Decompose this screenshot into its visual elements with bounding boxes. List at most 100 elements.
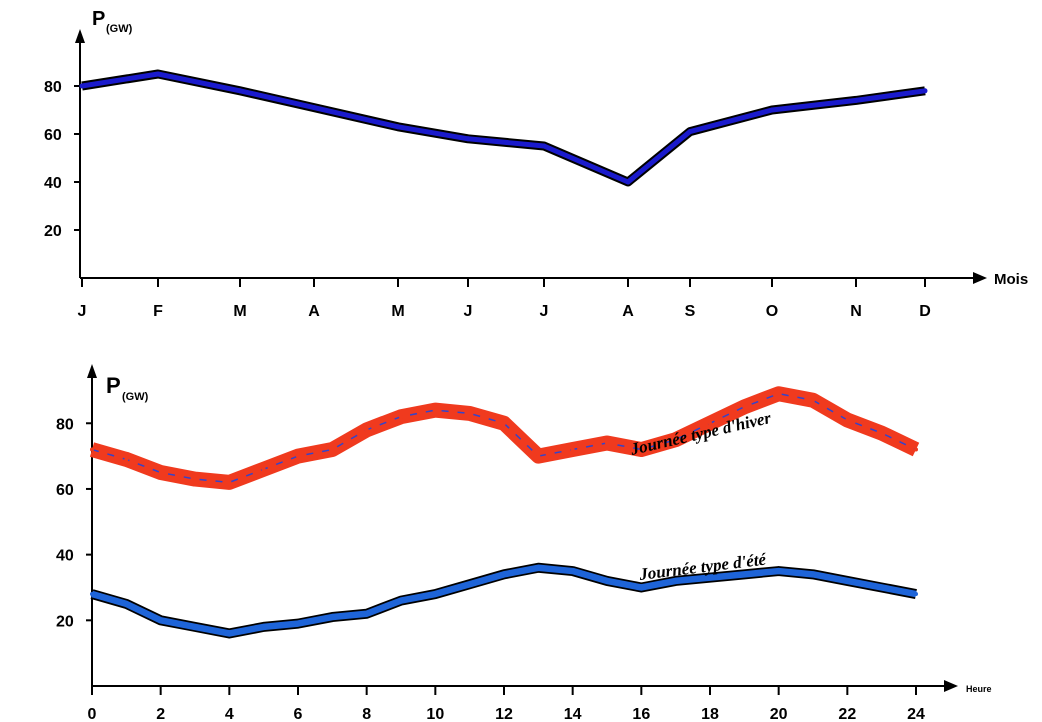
chart2-x-tick-label: 6 <box>294 706 303 722</box>
winter-data-point <box>605 440 609 445</box>
summer-data-point <box>90 592 94 597</box>
summer-data-point <box>227 631 232 636</box>
summer-data-point <box>399 598 403 603</box>
chart1-y-tick-label: 60 <box>44 127 62 144</box>
chart2-x-tick-label: 4 <box>225 706 234 722</box>
chart1-data-point <box>311 105 317 111</box>
summer-data-point <box>605 578 609 583</box>
summer-data-point <box>708 575 712 580</box>
chart1-y-arrow <box>75 29 85 43</box>
chart2-x-tick-label: 16 <box>632 706 650 722</box>
summer-data-point <box>845 578 850 583</box>
chart2-y-tick-label: 80 <box>56 416 74 433</box>
chart2-x-tick-label: 18 <box>701 706 719 722</box>
winter-data-point <box>399 414 403 419</box>
winter-data-point <box>776 391 781 396</box>
chart1-data-point <box>769 107 775 113</box>
summer-data-point <box>433 592 438 597</box>
summer-data-point <box>330 615 335 620</box>
winter-series-centerline <box>91 392 917 484</box>
monthly-power-chart: 20 40 60 80 J F M A M J J A S O N D P (GW) Mois <box>44 8 1028 320</box>
chart2-x-tick-label: 24 <box>907 706 925 722</box>
chart1-data-point <box>687 129 693 135</box>
chart1-x-tick-label: M <box>391 303 404 320</box>
chart2-y-tick-label: 20 <box>56 613 74 630</box>
winter-data-point <box>811 398 815 403</box>
winter-data-point <box>296 454 300 459</box>
chart1-x-tick-label: A <box>308 303 320 320</box>
winter-data-point <box>673 437 678 442</box>
chart1-series <box>79 69 928 187</box>
summer-data-point <box>296 621 300 626</box>
winter-data-point <box>193 477 197 482</box>
chart1-series-outline <box>81 69 926 187</box>
chart1-series-line <box>81 71 926 185</box>
chart2-x-arrow <box>944 680 958 692</box>
chart1-x-tick-label: F <box>153 303 163 320</box>
chart2-ylabel-main: P <box>106 373 121 398</box>
chart1-data-point <box>853 97 859 103</box>
summer-data-point <box>502 572 506 577</box>
chart2-y-tick-label: 60 <box>56 482 74 499</box>
summer-series-line <box>91 564 917 637</box>
summer-data-point <box>776 569 781 574</box>
chart1-data-point <box>541 143 547 149</box>
chart1-x-tick-label: J <box>78 303 87 320</box>
chart2-axes <box>87 364 958 692</box>
winter-data-point <box>845 417 850 422</box>
winter-data-point <box>570 447 575 452</box>
chart2-x-tick-label: 10 <box>426 706 444 722</box>
chart1-ylabel-main: P <box>92 8 105 30</box>
winter-data-point <box>124 457 129 462</box>
summer-data-point <box>467 582 472 587</box>
chart1-data-point <box>395 124 401 130</box>
chart1-data-point <box>155 71 161 77</box>
summer-data-point <box>158 618 163 623</box>
winter-series-label: Journée type d'hiver <box>628 408 773 459</box>
summer-data-point <box>261 624 266 629</box>
summer-data-point <box>811 572 815 577</box>
summer-data-point <box>364 611 369 616</box>
chart1-xlabel: Mois <box>994 271 1028 288</box>
winter-data-point <box>708 421 712 426</box>
chart1-x-tick-label: O <box>766 303 778 320</box>
chart1-x-arrow <box>973 272 987 284</box>
chart1-data-point <box>922 88 928 94</box>
chart2-ylabel-sub: (GW) <box>122 391 149 403</box>
chart2-x-tick-label: 12 <box>495 706 513 722</box>
summer-data-point <box>639 585 644 590</box>
chart1-x-tick-label: D <box>919 303 931 320</box>
summer-data-point <box>914 592 918 597</box>
chart2-x-tick-label: 0 <box>88 706 97 722</box>
chart2-x-tick-label: 8 <box>362 706 371 722</box>
chart1-x-tick-label: A <box>622 303 634 320</box>
chart1-x-tick-label: M <box>233 303 246 320</box>
chart2-xlabel: Heure <box>966 684 992 694</box>
winter-data-point <box>742 404 747 409</box>
winter-data-point <box>227 480 232 485</box>
chart1-data-point <box>465 136 471 142</box>
winter-data-point <box>261 467 266 472</box>
chart1-x-tick-label: N <box>850 303 862 320</box>
winter-data-point <box>536 454 541 459</box>
chart1-y-tick-label: 80 <box>44 79 62 96</box>
chart1-x-tick-label: S <box>685 303 696 320</box>
summer-data-point <box>570 569 575 574</box>
winter-series-line <box>89 386 920 490</box>
chart1-data-point <box>79 83 85 89</box>
chart1-data-point <box>237 88 243 94</box>
winter-data-point <box>467 411 472 416</box>
winter-data-point <box>914 447 918 452</box>
winter-data-point <box>639 447 644 452</box>
winter-data-point <box>330 447 335 452</box>
summer-data-point <box>879 585 884 590</box>
summer-data-point <box>673 578 678 583</box>
winter-data-point <box>433 408 438 413</box>
chart2-x-tick-label: 2 <box>156 706 165 722</box>
chart1-y-tick-label: 20 <box>44 223 62 240</box>
winter-data-point <box>90 447 94 452</box>
summer-data-point <box>193 624 197 629</box>
chart1-axes <box>75 29 987 284</box>
chart2-x-tick-label: 22 <box>838 706 856 722</box>
